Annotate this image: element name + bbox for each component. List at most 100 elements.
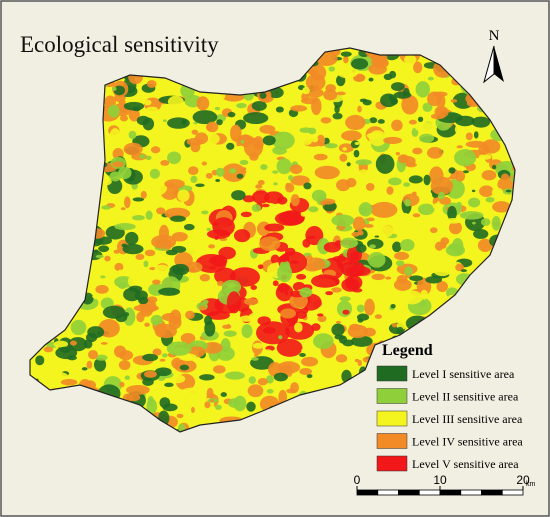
land-patch [259, 236, 281, 252]
legend-swatch [376, 365, 408, 382]
land-patch [365, 183, 375, 191]
land-patch [392, 241, 402, 253]
land-patch [213, 365, 226, 374]
land-patch [350, 251, 360, 261]
land-patch [201, 210, 209, 215]
land-patch [221, 279, 242, 295]
land-patch [345, 114, 366, 131]
land-patch [383, 136, 402, 145]
land-patch [311, 274, 340, 288]
land-patch [314, 165, 340, 180]
land-patch [313, 153, 328, 161]
land-patch [278, 255, 289, 263]
land-patch [316, 134, 326, 147]
land-patch [455, 115, 476, 127]
land-patch [164, 382, 174, 388]
land-patch [314, 363, 323, 372]
land-patch [70, 340, 77, 346]
land-patch [448, 221, 462, 235]
land-patch [170, 215, 186, 222]
land-patch [471, 189, 476, 193]
land-patch [118, 360, 131, 371]
land-patch [301, 92, 309, 101]
scale-segment [398, 489, 420, 496]
land-patch [388, 177, 402, 186]
north-arrow: N [483, 28, 504, 84]
land-patch [356, 243, 367, 253]
land-patch [305, 226, 324, 246]
land-patch [296, 311, 308, 319]
land-patch [393, 91, 412, 99]
land-patch [250, 285, 257, 290]
land-patch [204, 401, 211, 409]
land-patch [323, 89, 338, 101]
land-patch [391, 119, 403, 132]
land-patch [336, 300, 353, 318]
land-patch [450, 99, 458, 103]
land-patch [150, 146, 161, 154]
land-patch [257, 180, 265, 186]
land-patch [336, 74, 346, 87]
land-patch [273, 372, 288, 382]
land-patch [101, 205, 112, 210]
land-patch [430, 227, 438, 234]
land-patch [261, 203, 270, 208]
land-patch [230, 124, 242, 142]
land-patch [491, 187, 504, 198]
land-patch [260, 164, 268, 170]
land-patch [142, 377, 154, 386]
land-patch [35, 355, 45, 366]
land-patch [403, 182, 411, 187]
land-patch [218, 246, 236, 260]
land-patch [93, 357, 107, 372]
land-patch [306, 374, 313, 379]
land-patch [417, 116, 424, 123]
land-patch [277, 361, 301, 374]
land-patch [436, 281, 448, 292]
scale-segment [418, 489, 441, 496]
land-patch [123, 101, 145, 111]
land-patch [245, 166, 251, 174]
land-patch [356, 313, 370, 321]
land-patch [369, 244, 376, 249]
land-patch [302, 135, 313, 146]
land-patch [259, 124, 276, 134]
land-patch [323, 241, 341, 253]
land-patch [402, 212, 409, 217]
land-patch [202, 299, 209, 305]
land-patch [342, 309, 350, 315]
land-patch [146, 106, 158, 113]
land-patch [455, 263, 465, 272]
land-patch [167, 95, 184, 108]
land-patch [472, 221, 476, 225]
land-patch [411, 191, 417, 196]
land-patch [460, 269, 468, 273]
land-patch [317, 313, 324, 317]
land-patch [146, 80, 157, 88]
land-patch [272, 280, 279, 287]
land-patch [270, 254, 280, 265]
land-patch [231, 190, 246, 201]
land-patch [364, 298, 375, 316]
land-patch [177, 423, 186, 432]
land-patch [454, 125, 462, 135]
land-patch [357, 359, 362, 367]
land-patch [404, 198, 412, 207]
land-patch [325, 84, 337, 92]
land-patch [358, 202, 373, 217]
land-patch [205, 172, 213, 179]
land-patch [185, 310, 195, 320]
land-patch [233, 229, 251, 243]
land-patch [277, 282, 290, 293]
land-patch [249, 152, 259, 161]
land-patch [143, 325, 152, 333]
land-patch [445, 244, 465, 257]
land-patch [128, 285, 143, 292]
scale-segment [356, 489, 379, 496]
land-patch [271, 131, 295, 150]
land-patch [226, 291, 242, 314]
land-patch [345, 265, 371, 277]
land-patch [374, 235, 380, 238]
land-patch [86, 360, 93, 369]
land-patch [208, 244, 216, 249]
